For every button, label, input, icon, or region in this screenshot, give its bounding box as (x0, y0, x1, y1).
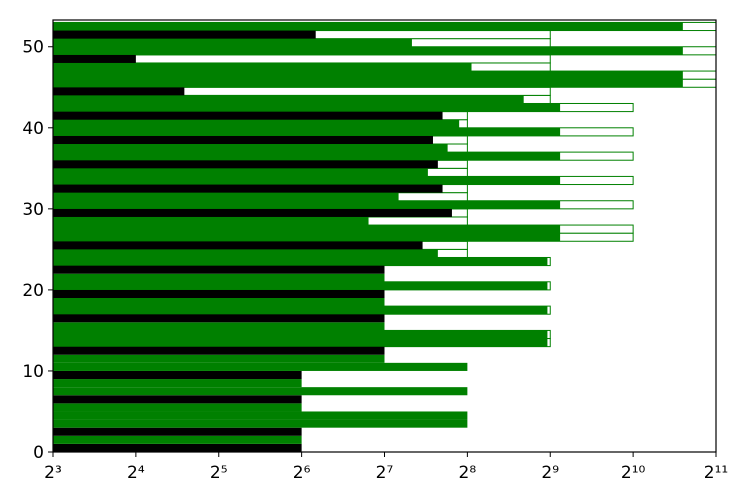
bar (53, 249, 438, 258)
bar (53, 192, 399, 201)
bar (53, 443, 302, 452)
x-tick-label: 2⁶ (293, 463, 311, 483)
bar (53, 200, 561, 209)
y-tick-label: 20 (22, 281, 44, 301)
bar (53, 119, 460, 128)
x-tick-label: 2¹⁰ (621, 463, 646, 483)
bar (53, 168, 428, 177)
bar (53, 208, 452, 217)
bar (53, 306, 548, 315)
y-tick-label: 40 (22, 119, 44, 139)
bar (53, 111, 443, 120)
bar (53, 298, 385, 307)
bar (53, 176, 561, 185)
bar (53, 127, 561, 136)
x-tick-label: 2⁵ (210, 463, 228, 483)
x-tick-label: 2⁷ (376, 463, 394, 483)
bar (53, 87, 185, 96)
bar (53, 95, 524, 104)
bar (53, 330, 548, 339)
bar (53, 387, 468, 396)
x-tick-label: 2⁸ (459, 463, 477, 483)
bar (53, 233, 561, 242)
bar (53, 71, 683, 80)
bar (53, 281, 548, 290)
bar (53, 225, 561, 234)
bar (53, 160, 438, 169)
bar (53, 265, 385, 274)
bar (53, 144, 448, 153)
bar (53, 257, 548, 266)
bar (53, 54, 136, 63)
bar (53, 427, 302, 436)
bar (53, 370, 302, 380)
bar (53, 216, 369, 226)
bar (53, 435, 302, 444)
bar (53, 135, 433, 145)
bar (53, 322, 385, 331)
bar (53, 184, 443, 193)
y-tick-label: 0 (33, 443, 44, 463)
bar (53, 79, 683, 88)
bar (53, 411, 468, 420)
y-tick-label: 50 (22, 38, 44, 58)
bar (53, 289, 385, 299)
bar (53, 152, 561, 161)
y-tick-label: 10 (22, 362, 44, 382)
bar (53, 419, 468, 428)
bar (53, 103, 561, 112)
bar (53, 346, 385, 355)
bar (53, 338, 548, 347)
bar (53, 62, 472, 72)
bar (53, 241, 423, 250)
bar (53, 403, 302, 412)
bar (53, 22, 683, 31)
x-tick-label: 2⁴ (127, 463, 145, 483)
bar (53, 314, 385, 323)
bar (53, 273, 385, 282)
bar (53, 395, 302, 404)
x-tick-label: 2⁹ (541, 463, 559, 483)
x-tick-label: 2¹¹ (704, 463, 728, 483)
bar (53, 30, 316, 39)
bar (53, 46, 683, 55)
bar (53, 354, 385, 363)
bar (53, 38, 412, 47)
bar (53, 362, 468, 371)
x-tick-label: 2³ (44, 463, 62, 483)
y-tick-label: 30 (22, 200, 44, 220)
bar (53, 379, 302, 388)
